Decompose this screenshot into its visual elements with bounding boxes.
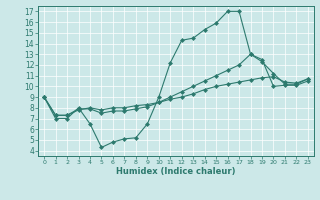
X-axis label: Humidex (Indice chaleur): Humidex (Indice chaleur) (116, 167, 236, 176)
